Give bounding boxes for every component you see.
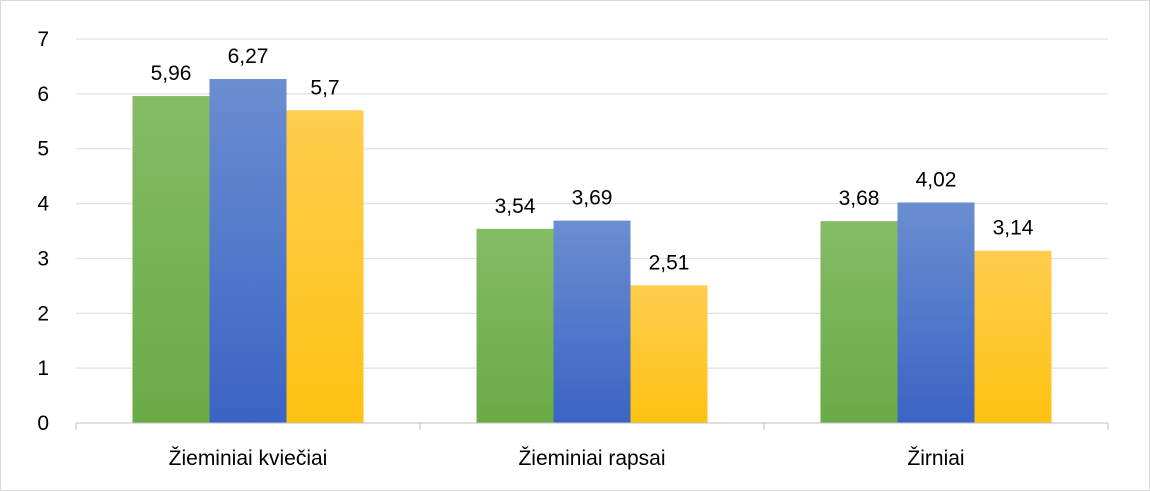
y-tick-label: 2 [37, 302, 49, 325]
bar [630, 285, 708, 423]
data-label: 4,02 [916, 168, 957, 191]
bar [286, 110, 364, 424]
bar [209, 79, 287, 423]
data-label: 5,96 [151, 62, 192, 85]
data-label: 5,7 [310, 76, 339, 99]
y-tick-label: 5 [37, 138, 49, 161]
bar [820, 221, 898, 423]
data-label: 2,51 [649, 251, 690, 274]
bar [132, 96, 210, 424]
data-label: 6,27 [228, 45, 269, 68]
bar [553, 220, 631, 423]
data-label: 3,14 [993, 217, 1034, 240]
y-tick-label: 0 [37, 412, 49, 435]
y-tick-label: 6 [37, 83, 49, 106]
bar [897, 202, 975, 423]
category-label: Žieminiai kviečiai [169, 447, 328, 470]
category-label: Žirniai [907, 447, 964, 470]
category-label: Žieminiai rapsai [518, 447, 665, 470]
y-tick-label: 7 [37, 28, 49, 51]
bar [974, 250, 1052, 423]
data-label: 3,69 [572, 187, 613, 210]
data-label: 3,68 [839, 187, 880, 210]
y-tick-label: 1 [37, 357, 49, 380]
bar [476, 228, 554, 423]
data-label: 3,54 [495, 195, 536, 218]
y-tick-label: 3 [37, 247, 49, 270]
y-tick-label: 4 [37, 193, 49, 216]
